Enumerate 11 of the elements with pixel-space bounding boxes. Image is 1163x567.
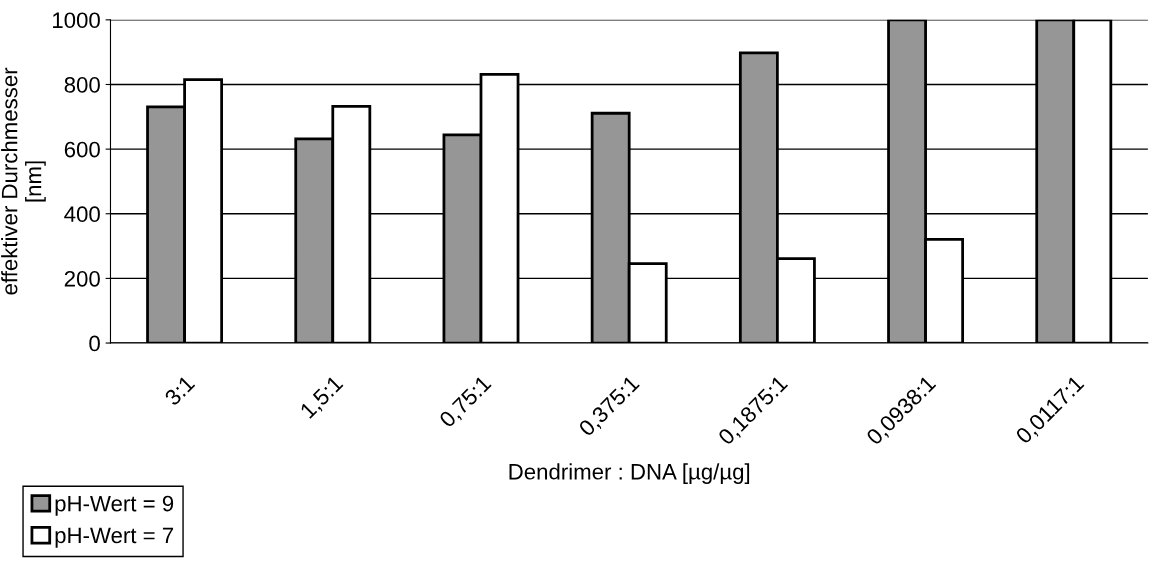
x-tick-label: 3:1 (163, 374, 196, 407)
y-tick-label: 0 (89, 335, 100, 352)
y-tick-label: 1000 (53, 12, 100, 29)
y-tick-label: 400 (64, 206, 100, 223)
y-tick-label: 200 (64, 270, 100, 287)
legend-label: pH-Wert = 9 (55, 495, 174, 516)
legend-label: pH-Wert = 7 (55, 527, 174, 548)
y-axis-title: effektiver Durchmesser [nm] (1, 67, 46, 295)
y-tick-label: 800 (64, 77, 100, 93)
y-tick-label: 600 (64, 141, 100, 158)
x-axis-title: Dendrimer : DNA [µg/µg] (509, 463, 750, 484)
